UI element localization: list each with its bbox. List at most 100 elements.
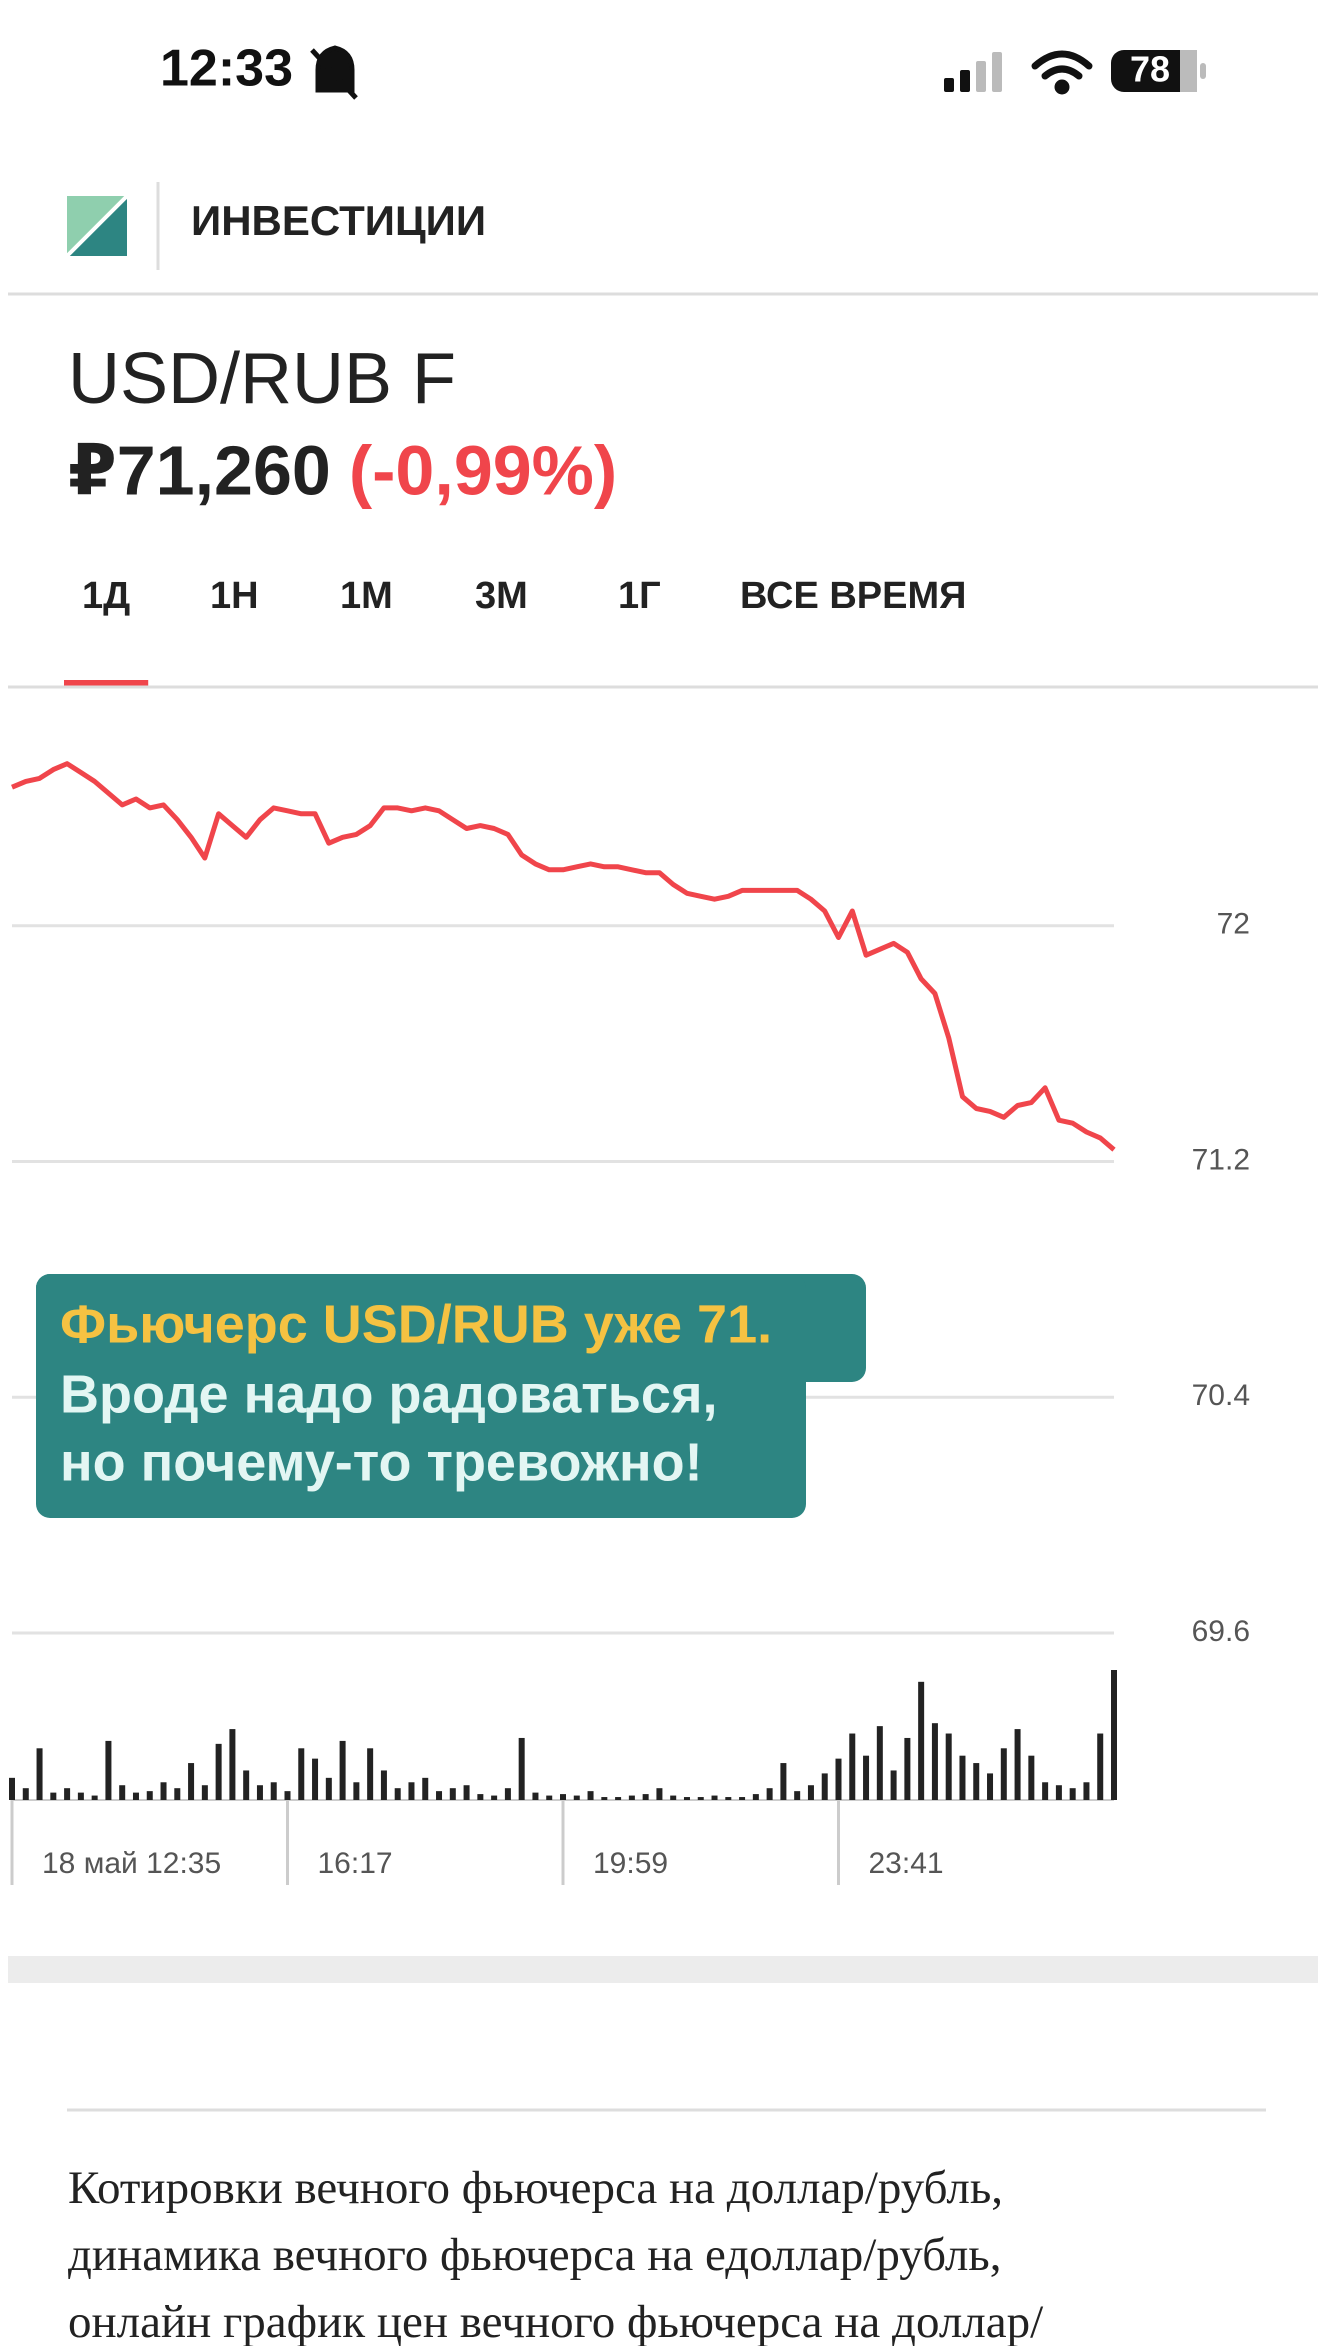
volume-bar bbox=[518, 1737, 525, 1800]
volume-bar bbox=[573, 1795, 580, 1800]
annotation-line: Фьючерс USD/RUB уже 71. bbox=[60, 1294, 772, 1354]
price-line bbox=[11, 761, 1116, 1152]
volume-bar bbox=[1014, 1729, 1021, 1800]
instrument-name: USD/RUB F bbox=[68, 339, 456, 419]
volume-bar bbox=[739, 1797, 746, 1800]
x-tick-label: 19:59 bbox=[593, 1847, 668, 1880]
y-tick-label: 69.6 bbox=[1192, 1615, 1250, 1648]
volume-bar bbox=[119, 1785, 126, 1800]
wifi-icon bbox=[1031, 50, 1093, 95]
section-divider bbox=[8, 1956, 1318, 1983]
volume-bar bbox=[160, 1782, 167, 1800]
y-tick-label: 72 bbox=[1217, 908, 1250, 941]
volume-bar bbox=[325, 1777, 332, 1800]
volume-bar bbox=[1042, 1782, 1049, 1800]
volume-bar bbox=[380, 1770, 387, 1800]
volume-bar bbox=[504, 1788, 511, 1800]
battery-icon: 78 bbox=[1111, 49, 1206, 92]
volume-bar bbox=[64, 1788, 71, 1800]
volume-bar bbox=[587, 1791, 594, 1800]
volume-bar bbox=[36, 1748, 43, 1800]
volume-bar bbox=[146, 1791, 153, 1800]
volume-bar bbox=[1028, 1755, 1035, 1800]
volume-bar bbox=[752, 1794, 759, 1800]
volume-bar bbox=[849, 1733, 856, 1800]
x-tick-label: 18 май 12:35 bbox=[42, 1847, 221, 1880]
volume-bar bbox=[463, 1785, 470, 1800]
volume-bar bbox=[904, 1737, 911, 1800]
header-title[interactable]: ИНВЕСТИЦИИ bbox=[191, 197, 486, 244]
x-tick-label: 23:41 bbox=[869, 1847, 944, 1880]
chart: 69.6 70.4 71.2 72 18 май 12:35 16:17 19:59 23:4… bbox=[9, 761, 1250, 1885]
battery-level: 78 bbox=[1130, 49, 1170, 90]
volume-bar bbox=[615, 1797, 622, 1800]
volume-bar bbox=[601, 1797, 608, 1800]
period-tab[interactable]: ВСЕ ВРЕМЯ bbox=[740, 575, 966, 617]
annotation-line: Вроде надо радоваться, bbox=[60, 1364, 717, 1424]
description-line: динамика вечного фьючерса на едоллар/руб… bbox=[68, 2229, 1001, 2281]
volume-bar bbox=[821, 1773, 828, 1800]
volume-bar bbox=[794, 1791, 801, 1800]
volume-bar bbox=[780, 1763, 787, 1800]
volume-bar bbox=[477, 1794, 484, 1800]
volume-bar bbox=[449, 1788, 456, 1800]
volume-bar bbox=[77, 1792, 84, 1800]
volume-bar bbox=[132, 1792, 139, 1800]
volume-bar bbox=[945, 1733, 952, 1800]
x-tick-label: 16:17 bbox=[318, 1847, 393, 1880]
volume-bar bbox=[560, 1794, 566, 1800]
volume-bar bbox=[642, 1794, 649, 1800]
volume-bar bbox=[298, 1748, 305, 1800]
period-tab[interactable]: 1Н bbox=[210, 575, 259, 617]
volume-bar bbox=[9, 1777, 15, 1800]
volume-bar bbox=[863, 1755, 870, 1800]
volume-bar bbox=[835, 1758, 842, 1800]
period-tab[interactable]: 1М bbox=[340, 575, 393, 617]
period-tabs: 1Д 1Н 1М 3М 1Г ВСЕ ВРЕМЯ bbox=[64, 575, 966, 688]
volume-bar bbox=[656, 1788, 663, 1800]
volume-bar bbox=[697, 1797, 704, 1800]
volume-bar bbox=[1000, 1748, 1007, 1800]
volume-bar bbox=[229, 1729, 236, 1800]
volume-bar bbox=[215, 1743, 222, 1800]
volume-bar bbox=[890, 1770, 897, 1800]
volume-bar bbox=[1097, 1733, 1104, 1800]
logo[interactable] bbox=[65, 194, 129, 258]
volume-bar bbox=[91, 1795, 98, 1800]
period-tab[interactable]: 1Г bbox=[618, 575, 661, 617]
volume-bar bbox=[1055, 1785, 1062, 1800]
volume-bar bbox=[284, 1791, 291, 1800]
volume-bar bbox=[807, 1785, 814, 1800]
bell-muted-icon bbox=[310, 45, 358, 100]
volume-bar bbox=[546, 1795, 553, 1800]
annotation-box bbox=[36, 1274, 866, 1518]
volume-bar bbox=[270, 1782, 277, 1800]
y-tick-label: 70.4 bbox=[1192, 1379, 1250, 1412]
status-time: 12:33 bbox=[160, 40, 293, 98]
period-tab[interactable]: 1Д bbox=[82, 575, 130, 617]
volume-bar bbox=[394, 1788, 401, 1800]
volume-bar bbox=[1083, 1782, 1090, 1800]
volume-bar bbox=[201, 1785, 208, 1800]
active-tab-indicator bbox=[64, 680, 149, 688]
volume-bar bbox=[876, 1726, 883, 1800]
volume-bar bbox=[188, 1763, 195, 1800]
volume-bar bbox=[987, 1773, 994, 1800]
period-tab[interactable]: 3М bbox=[475, 575, 528, 617]
volume-bar bbox=[436, 1791, 443, 1800]
volume-bar bbox=[1111, 1670, 1117, 1800]
volume-bar bbox=[725, 1797, 732, 1800]
volume-bar bbox=[339, 1740, 346, 1800]
description-line: Котировки вечного фьючерса на доллар/руб… bbox=[68, 2162, 1003, 2214]
instrument-price: ₽71,260 bbox=[68, 431, 331, 509]
volume-bar bbox=[1069, 1788, 1076, 1800]
volume-bar bbox=[243, 1770, 250, 1800]
volume-bar bbox=[50, 1792, 57, 1800]
volume-bar bbox=[931, 1723, 938, 1800]
volume-bar bbox=[174, 1788, 181, 1800]
volume-bar bbox=[408, 1782, 415, 1800]
signal-icon bbox=[944, 52, 1002, 92]
volume-bar bbox=[973, 1763, 980, 1800]
